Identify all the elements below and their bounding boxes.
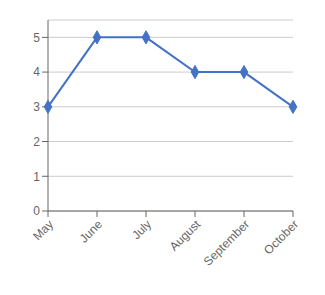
svg-text:2: 2 — [33, 135, 40, 149]
svg-text:October: October — [261, 217, 301, 257]
svg-text:May: May — [30, 217, 56, 243]
svg-text:5: 5 — [33, 31, 40, 45]
svg-text:1: 1 — [33, 170, 40, 184]
svg-text:3: 3 — [33, 100, 40, 114]
svg-text:August: August — [167, 217, 204, 254]
svg-text:September: September — [201, 217, 252, 268]
svg-text:4: 4 — [33, 65, 40, 79]
svg-text:July: July — [129, 217, 154, 242]
svg-text:0: 0 — [33, 204, 40, 218]
svg-text:June: June — [77, 217, 106, 246]
